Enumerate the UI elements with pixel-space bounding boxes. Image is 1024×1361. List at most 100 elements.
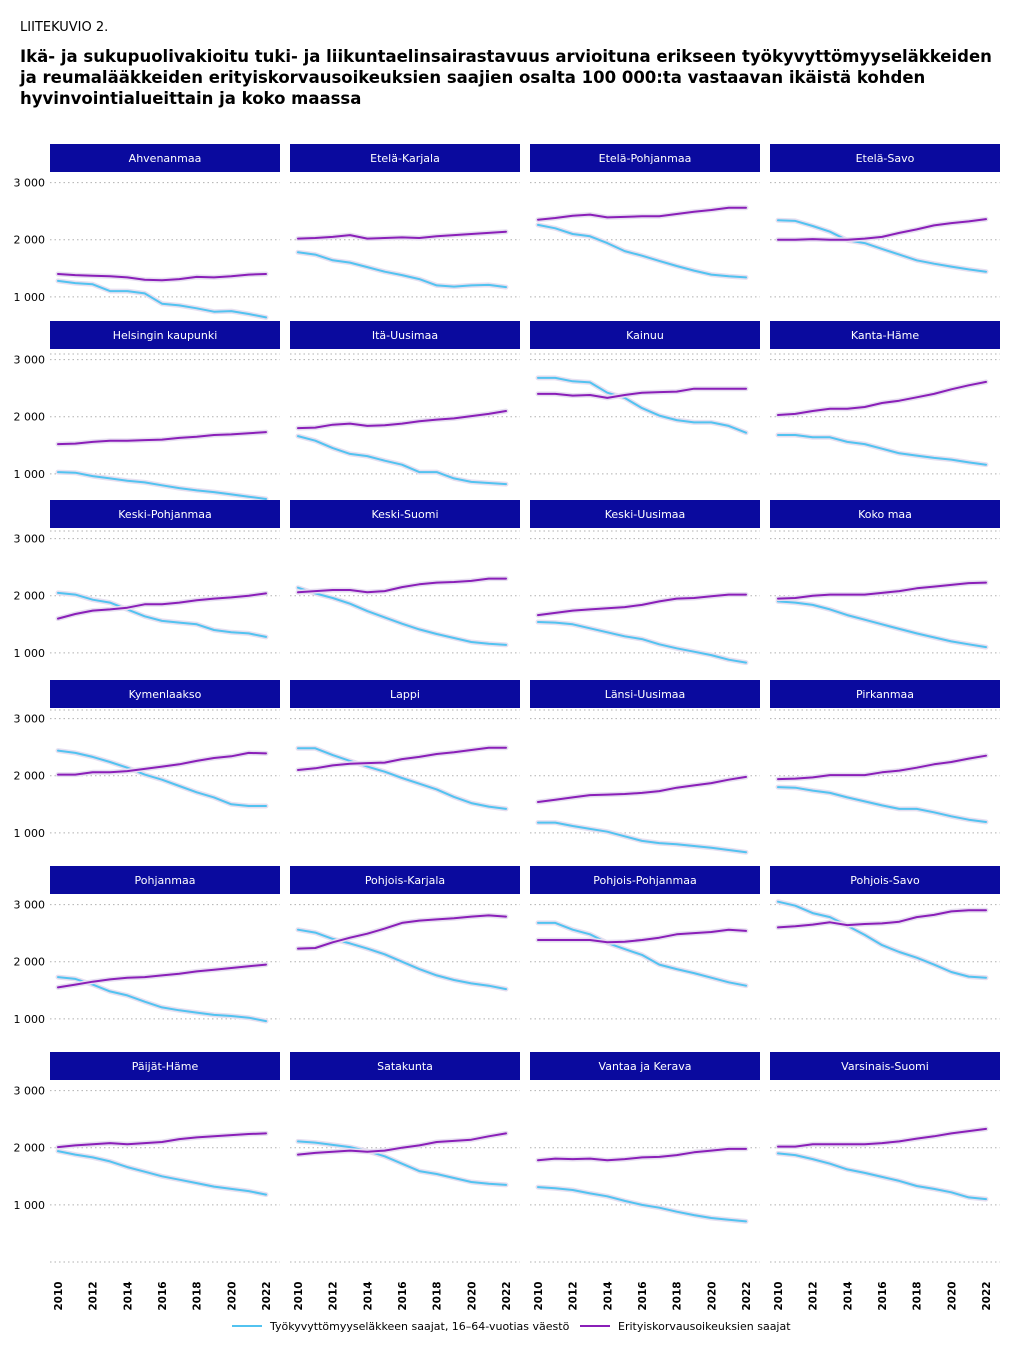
- series-halo: [295, 433, 509, 487]
- x-tick-label: 2012: [568, 1281, 580, 1310]
- series-line-tyokyvyttomyys: [297, 747, 507, 810]
- series-line-erityiskorvaus: [777, 380, 987, 416]
- panel-title-7: Kainuu: [626, 329, 664, 342]
- series-line-erityiskorvaus: [537, 387, 747, 399]
- panel-title-4: Etelä-Savo: [856, 152, 915, 165]
- panel-header-9: [50, 500, 280, 528]
- x-tick-label: 2022: [981, 1281, 993, 1310]
- series-halo: [775, 217, 989, 275]
- panel-header-14: [290, 680, 520, 708]
- series-line-erityiskorvaus: [537, 206, 747, 221]
- y-tick-label: 2 000: [14, 770, 46, 783]
- panel-header-10: [290, 500, 520, 528]
- panel-header-15: [530, 680, 760, 708]
- series-line-tyokyvyttomyys: [537, 921, 747, 987]
- panel-title-2: Etelä-Karjala: [370, 152, 440, 165]
- series-line-tyokyvyttomyys: [537, 376, 747, 434]
- y-tick-label: 1 000: [14, 1013, 46, 1026]
- panel-title-13: Kymenlaakso: [129, 688, 202, 701]
- series-line-erityiskorvaus: [537, 928, 747, 944]
- series-line-erityiskorvaus: [777, 1127, 987, 1148]
- x-tick-label: 2018: [192, 1281, 204, 1310]
- series-line-tyokyvyttomyys: [537, 621, 747, 664]
- panel-header-7: [530, 321, 760, 349]
- panel-header-8: [770, 321, 1000, 349]
- series-line-tyokyvyttomyys: [777, 219, 987, 273]
- panel-title-15: Länsi-Uusimaa: [605, 688, 686, 701]
- series-line-erityiskorvaus: [537, 1147, 747, 1162]
- series-line-tyokyvyttomyys: [537, 223, 747, 279]
- x-tick-label: 2020: [226, 1281, 238, 1310]
- y-tick-label: 3 000: [14, 713, 46, 726]
- series-line-tyokyvyttomyys: [537, 1186, 747, 1223]
- series-line-tyokyvyttomyys: [297, 928, 507, 991]
- panel-title-18: Pohjois-Karjala: [365, 874, 445, 887]
- panel-header-22: [290, 1052, 520, 1080]
- panel-header-16: [770, 680, 1000, 708]
- series-line-erityiskorvaus: [297, 577, 507, 594]
- series-line-erityiskorvaus: [57, 751, 267, 776]
- y-tick-label: 1 000: [14, 827, 46, 840]
- series-line-tyokyvyttomyys: [777, 600, 987, 649]
- series-line-erityiskorvaus: [537, 593, 747, 617]
- panel-title-11: Keski-Uusimaa: [605, 508, 686, 521]
- series-halo: [775, 379, 989, 418]
- panel-title-5: Helsingin kaupunki: [113, 329, 218, 342]
- panel-header-5: [50, 321, 280, 349]
- x-tick-label: 2016: [397, 1281, 409, 1310]
- panel-title-1: Ahvenanmaa: [129, 152, 202, 165]
- series-line-erityiskorvaus: [297, 746, 507, 771]
- series-line-erityiskorvaus: [777, 754, 987, 781]
- y-tick-label: 1 000: [14, 291, 46, 304]
- series-line-tyokyvyttomyys: [777, 786, 987, 823]
- panel-header-20: [770, 866, 1000, 894]
- panel-title-6: Itä-Uusimaa: [372, 329, 438, 342]
- x-tick-label: 2020: [946, 1281, 958, 1310]
- panel-header-21: [50, 1052, 280, 1080]
- y-tick-label: 2 000: [14, 234, 46, 247]
- panel-title-3: Etelä-Pohjanmaa: [599, 152, 692, 165]
- series-line-erityiskorvaus: [297, 914, 507, 950]
- series-line-tyokyvyttomyys: [297, 251, 507, 289]
- series-line-tyokyvyttomyys: [777, 900, 987, 979]
- x-tick-label: 2012: [808, 1281, 820, 1310]
- x-tick-label: 2016: [877, 1281, 889, 1310]
- x-tick-label: 2016: [637, 1281, 649, 1310]
- x-tick-label: 2010: [53, 1281, 65, 1310]
- series-line-erityiskorvaus: [777, 909, 987, 929]
- panel-title-9: Keski-Pohjanmaa: [118, 508, 211, 521]
- x-tick-label: 2014: [842, 1281, 854, 1310]
- x-tick-label: 2010: [773, 1281, 785, 1310]
- y-tick-label: 3 000: [14, 533, 46, 546]
- panel-header-3: [530, 144, 760, 172]
- panel-header-18: [290, 866, 520, 894]
- series-halo: [295, 249, 509, 290]
- x-tick-label: 2020: [706, 1281, 718, 1310]
- panel-header-4: [770, 144, 1000, 172]
- panel-title-17: Pohjanmaa: [135, 874, 196, 887]
- y-tick-label: 3 000: [14, 899, 46, 912]
- series-line-tyokyvyttomyys: [297, 586, 507, 646]
- panel-title-8: Kanta-Häme: [851, 329, 919, 342]
- y-tick-label: 2 000: [14, 411, 46, 424]
- panel-header-1: [50, 144, 280, 172]
- y-tick-label: 1 000: [14, 468, 46, 481]
- legend-label-tyokyvyttomyys: Työkyvyttömyyseläkkeen saajat, 16–64-vuo…: [269, 1320, 570, 1333]
- series-line-tyokyvyttomyys: [537, 821, 747, 854]
- series-line-erityiskorvaus: [777, 218, 987, 241]
- x-tick-label: 2016: [157, 1281, 169, 1310]
- series-line-tyokyvyttomyys: [57, 749, 267, 807]
- series-line-tyokyvyttomyys: [297, 435, 507, 486]
- x-tick-label: 2018: [432, 1281, 444, 1310]
- y-tick-label: 1 000: [14, 1199, 46, 1212]
- panel-title-23: Vantaa ja Kerava: [599, 1060, 692, 1073]
- panel-header-11: [530, 500, 760, 528]
- series-line-erityiskorvaus: [777, 581, 987, 600]
- panel-title-14: Lappi: [390, 688, 420, 701]
- panel-title-19: Pohjois-Pohjanmaa: [593, 874, 696, 887]
- panel-header-19: [530, 866, 760, 894]
- y-tick-label: 1 000: [14, 647, 46, 660]
- x-tick-label: 2018: [912, 1281, 924, 1310]
- legend-label-erityiskorvaus: Erityiskorvausoikeuksien saajat: [618, 1320, 791, 1333]
- x-tick-label: 2014: [362, 1281, 374, 1310]
